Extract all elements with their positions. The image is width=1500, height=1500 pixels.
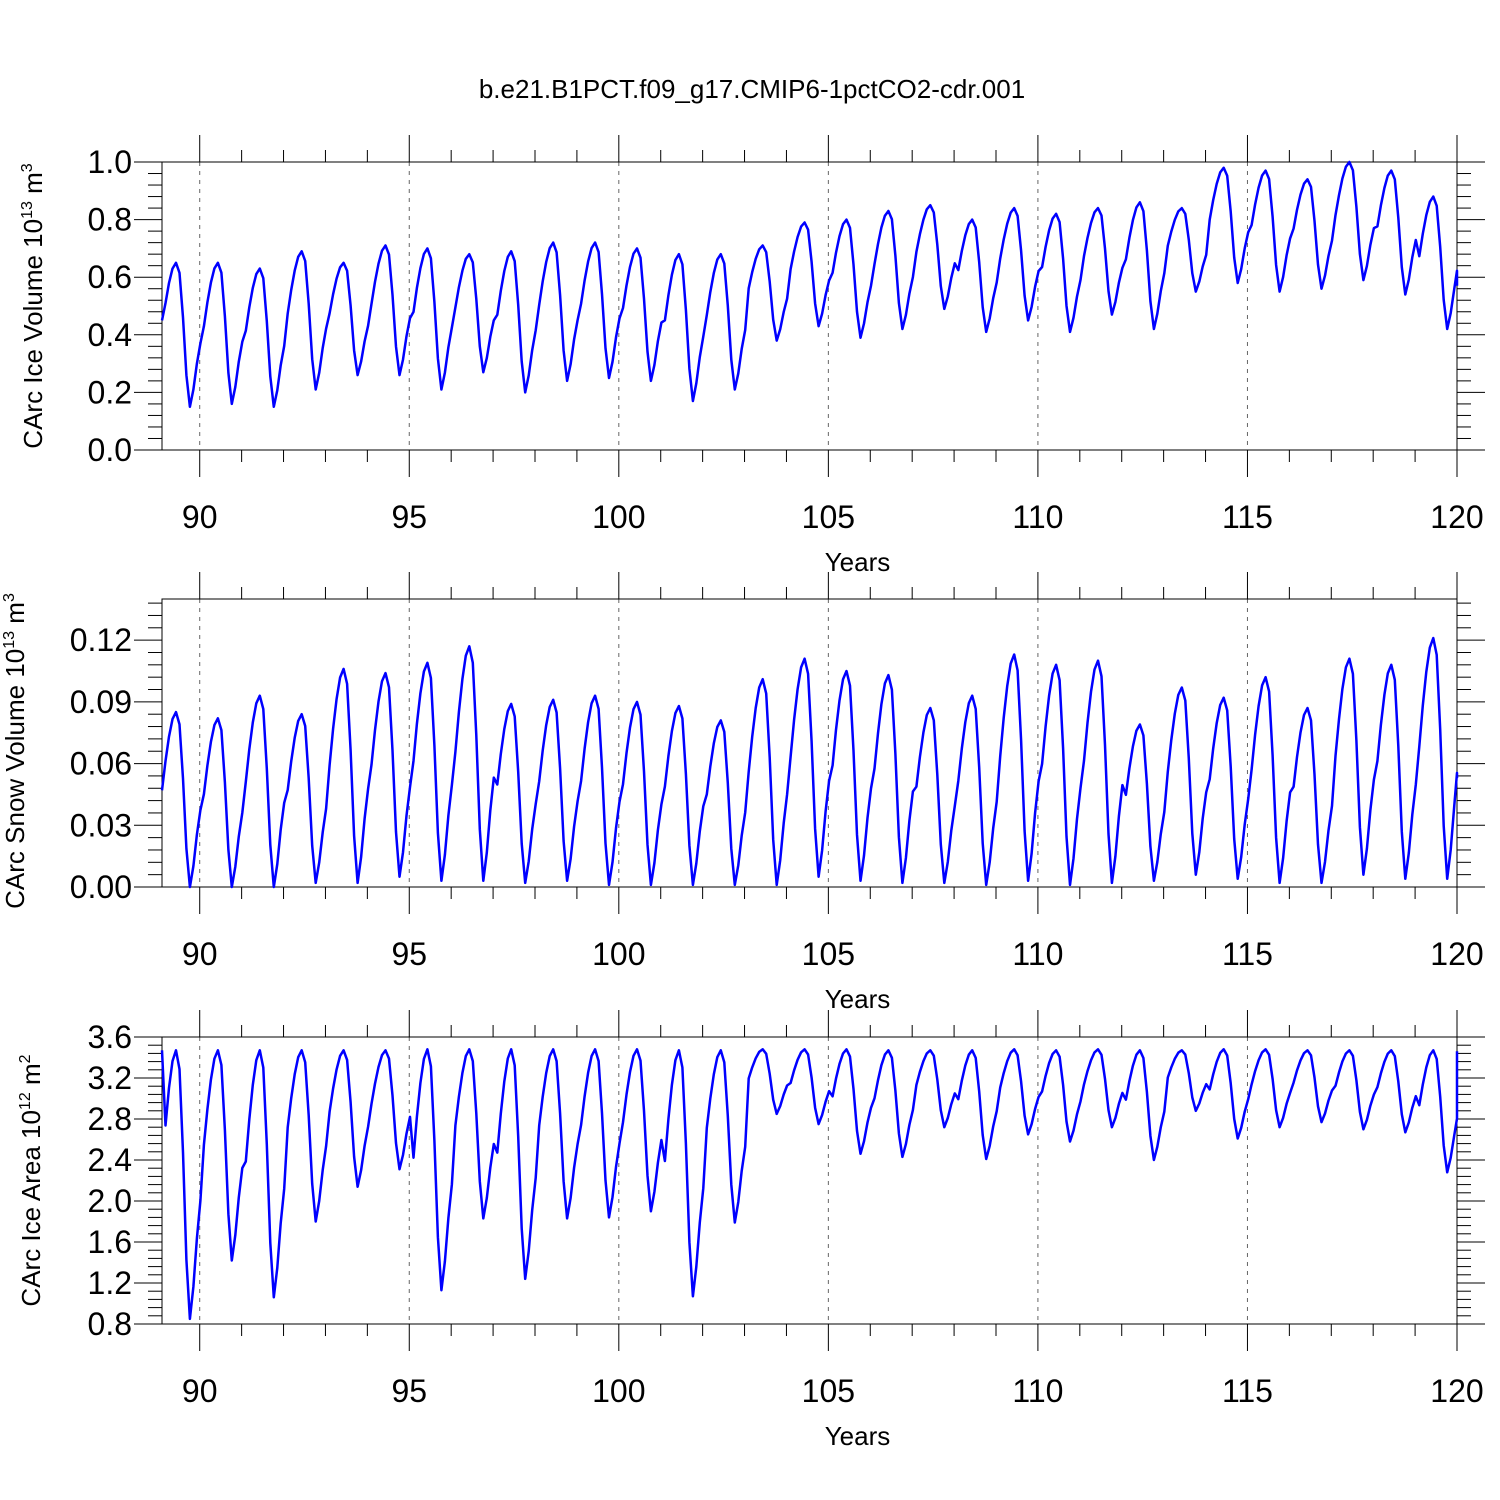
x-tick-label: 105	[802, 936, 855, 972]
y-tick-label: 0.00	[70, 869, 132, 905]
plot-frame	[161, 1036, 1458, 1325]
panel-3: 90 95 100 105 110 115 120 0.8 1.2 1.6 2.0 2.4 2.8 3.2…	[16, 1010, 1485, 1451]
x-tick-label: 100	[592, 499, 645, 535]
y-axis-label: CArc Ice Volume 1013 m3	[18, 163, 48, 448]
x-tick-label: 120	[1430, 936, 1483, 972]
x-axis-label: Years	[825, 1421, 891, 1451]
y-tick-label: 0.2	[88, 374, 132, 410]
x-axis-label: Years	[825, 984, 891, 1014]
panel-1: 90 95 100 105 110 115 120 0.0 0.2 0.4 0.6 0.8 1.0 Yea…	[18, 135, 1485, 577]
x-tick-label: 120	[1430, 1373, 1483, 1409]
x-tick-label: 115	[1222, 1373, 1273, 1409]
y-tick-label: 1.0	[88, 144, 132, 180]
figure-title: b.e21.B1PCT.f09_g17.CMIP6-1pctCO2-cdr.00…	[479, 74, 1025, 104]
y-tick-label: 1.6	[88, 1224, 132, 1260]
x-tick-label: 120	[1430, 499, 1483, 535]
y-tick-label: 0.4	[88, 317, 132, 353]
y-tick-label: 0.8	[88, 202, 132, 238]
y-tick-label: 0.06	[70, 746, 132, 782]
x-tick-label: 110	[1012, 499, 1063, 535]
y-tick-label: 0.8	[88, 1306, 132, 1342]
x-tick-label: 95	[391, 936, 427, 972]
y-axis-label: CArc Snow Volume 1013 m3	[0, 593, 30, 909]
x-tick-label: 90	[182, 499, 218, 535]
plot-frame	[161, 598, 1458, 888]
x-axis-label: Years	[825, 547, 891, 577]
y-axis-label: CArc Ice Area 1012 m2	[16, 1054, 46, 1306]
y-tick-label: 0.09	[70, 684, 132, 720]
plot-frame	[161, 161, 1458, 451]
y-tick-label: 3.2	[88, 1060, 132, 1096]
y-tick-label: 2.0	[88, 1183, 132, 1219]
panels: 90 95 100 105 110 115 120 0.0 0.2 0.4 0.6 0.8 1.0 Yea…	[0, 135, 1485, 1451]
y-tick-label: 3.6	[88, 1019, 132, 1055]
series-line	[160, 1048, 1459, 1321]
x-tick-label: 110	[1012, 936, 1063, 972]
x-tick-label: 100	[592, 936, 645, 972]
x-tick-label: 105	[802, 499, 855, 535]
y-tick-label: 0.12	[70, 622, 132, 658]
series-line	[160, 160, 1459, 409]
x-tick-label: 90	[182, 1373, 218, 1409]
x-tick-label: 90	[182, 936, 218, 972]
panel-2: 90 95 100 105 110 115 120 0.00 0.03 0.06 0.09 0.12 Y…	[0, 572, 1485, 1014]
series-line	[160, 636, 1459, 889]
x-tick-label: 115	[1222, 499, 1273, 535]
x-tick-label: 105	[802, 1373, 855, 1409]
y-tick-label: 0.03	[70, 807, 132, 843]
x-tick-label: 100	[592, 1373, 645, 1409]
x-tick-label: 95	[391, 1373, 427, 1409]
x-tick-label: 110	[1012, 1373, 1063, 1409]
y-tick-label: 2.4	[88, 1142, 132, 1178]
y-tick-label: 0.6	[88, 259, 132, 295]
x-tick-label: 95	[391, 499, 427, 535]
y-tick-label: 2.8	[88, 1101, 132, 1137]
y-tick-label: 1.2	[88, 1265, 132, 1301]
y-tick-label: 0.0	[88, 432, 132, 468]
x-tick-label: 115	[1222, 936, 1273, 972]
